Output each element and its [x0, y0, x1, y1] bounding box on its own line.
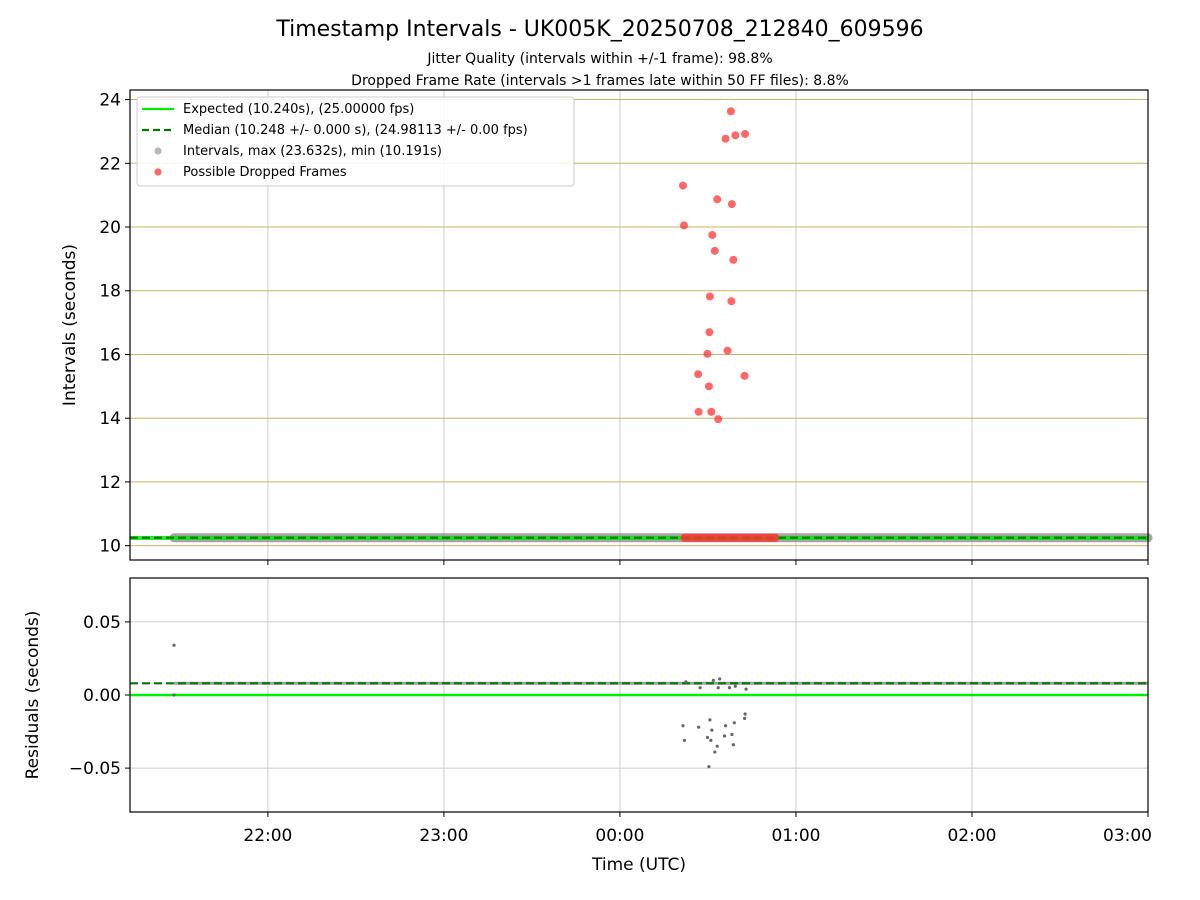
intervals-y-tick-label: 24 [99, 91, 121, 111]
time-x-tick-label: 01:00 [771, 826, 820, 846]
residual-point [709, 738, 713, 742]
dropped-frame-point [714, 415, 723, 424]
residual-point [697, 725, 701, 729]
dropped-frame-point [705, 292, 714, 301]
dropped-frame-point [710, 246, 719, 255]
residual-point [698, 686, 702, 690]
dropped-frame-point [740, 371, 749, 380]
residuals-plot-panel: 0.05 0.00 −0.05 22:00 23:00 00:00 01:00 02:00 03… [23, 577, 1152, 875]
intervals-plot-panel: 10 12 14 16 18 20 22 24 Intervals (seconds) Exp… [60, 89, 1153, 565]
residual-point [708, 718, 712, 722]
dropped-frame-point [723, 346, 732, 355]
residual-point [707, 765, 711, 769]
time-x-axis-label: Time (UTC) [591, 855, 686, 875]
residual-point [710, 728, 714, 732]
legend-intervals-swatch [154, 147, 162, 155]
dropped-frame-point [726, 107, 735, 116]
residuals-y-axis-label: Residuals (seconds) [23, 611, 43, 780]
residual-point [743, 716, 747, 721]
intervals-y-tick-label: 18 [99, 282, 121, 302]
time-x-tick-label: 22:00 [243, 826, 292, 846]
residual-point [743, 712, 747, 716]
residuals-axis-ticks: 0.05 0.00 −0.05 22:00 23:00 00:00 01:00 02:00 03… [69, 613, 1152, 846]
residual-point [172, 693, 176, 697]
residual-point [682, 738, 687, 742]
time-x-tick-label: 00:00 [595, 826, 644, 846]
intervals-plot-frame [129, 89, 1149, 561]
dropped-frame-point [713, 195, 722, 204]
dropped-frame-point [679, 221, 688, 230]
intervals-y-tick-label: 12 [99, 473, 121, 493]
intervals-y-tick-label: 16 [99, 345, 121, 365]
residuals-y-tick-label: 0.05 [83, 613, 121, 633]
figure-title: Timestamp Intervals - UK005K_20250708_21… [275, 17, 923, 42]
residuals-series [172, 643, 748, 769]
residual-point [733, 684, 737, 688]
intervals-y-tick-label: 22 [99, 154, 121, 174]
dropped-frame-point [704, 382, 713, 391]
residual-point [722, 734, 727, 738]
dropped-frame-point [727, 297, 736, 306]
intervals-grid [130, 90, 1149, 560]
residual-point [715, 744, 719, 748]
time-x-tick-label: 03:00 [1103, 826, 1152, 846]
legend-dropped-swatch [154, 168, 162, 176]
residual-point [705, 735, 710, 740]
legend-median-label: Median (10.248 +/- 0.000 s), (24.98113 +… [183, 123, 528, 138]
residual-point [716, 686, 720, 690]
intervals-y-tick-label: 10 [99, 537, 121, 557]
intervals-y-tick-label: 20 [99, 218, 121, 238]
dropped-frame-point [707, 407, 716, 416]
dropped-frame-point [708, 230, 717, 239]
time-x-tick-label: 02:00 [947, 826, 996, 846]
residuals-y-tick-label: 0.00 [83, 686, 121, 706]
residual-point [731, 743, 735, 747]
jitter-quality-subtitle: Jitter Quality (intervals within +/-1 fr… [426, 51, 772, 67]
intervals-legend: Expected (10.240s), (25.00000 fps) Media… [136, 96, 575, 187]
residual-point [681, 724, 685, 728]
residual-point [744, 687, 748, 691]
dropped-frame-point [694, 370, 703, 379]
residual-point [730, 732, 734, 737]
dropped-frame-point [731, 131, 740, 140]
intervals-y-tick-label: 14 [99, 409, 121, 429]
residual-point [684, 680, 688, 684]
dropped-frame-rate-subtitle: Dropped Frame Rate (intervals >1 frames … [351, 73, 849, 89]
residual-point [713, 750, 717, 754]
residual-point [723, 724, 728, 728]
residual-point [172, 643, 176, 647]
time-x-tick-label: 23:00 [419, 826, 468, 846]
intervals-axis-ticks: 10 12 14 16 18 20 22 24 [99, 91, 1149, 565]
legend-box [136, 96, 575, 187]
dropped-frames-series [679, 107, 750, 424]
dropped-frame-point [679, 181, 688, 190]
residual-point [727, 686, 732, 690]
dropped-frame-point [721, 134, 730, 143]
dropped-frame-point [741, 129, 750, 138]
dropped-frame-point [727, 200, 736, 209]
residuals-series-band [130, 681, 1148, 697]
intervals-y-axis-label: Intervals (seconds) [60, 244, 80, 406]
dropped-frame-point [703, 349, 712, 358]
legend-dropped-label: Possible Dropped Frames [183, 165, 347, 180]
dropped-frame-point [694, 407, 703, 416]
residuals-y-tick-label: −0.05 [69, 759, 121, 779]
residual-point [732, 721, 736, 725]
legend-expected-label: Expected (10.240s), (25.00000 fps) [183, 102, 414, 117]
legend-intervals-label: Intervals, max (23.632s), min (10.191s) [183, 144, 442, 159]
residual-point [718, 677, 722, 681]
residual-point [711, 678, 715, 682]
dropped-frame-point [705, 328, 714, 337]
dropped-frame-point [729, 255, 738, 264]
